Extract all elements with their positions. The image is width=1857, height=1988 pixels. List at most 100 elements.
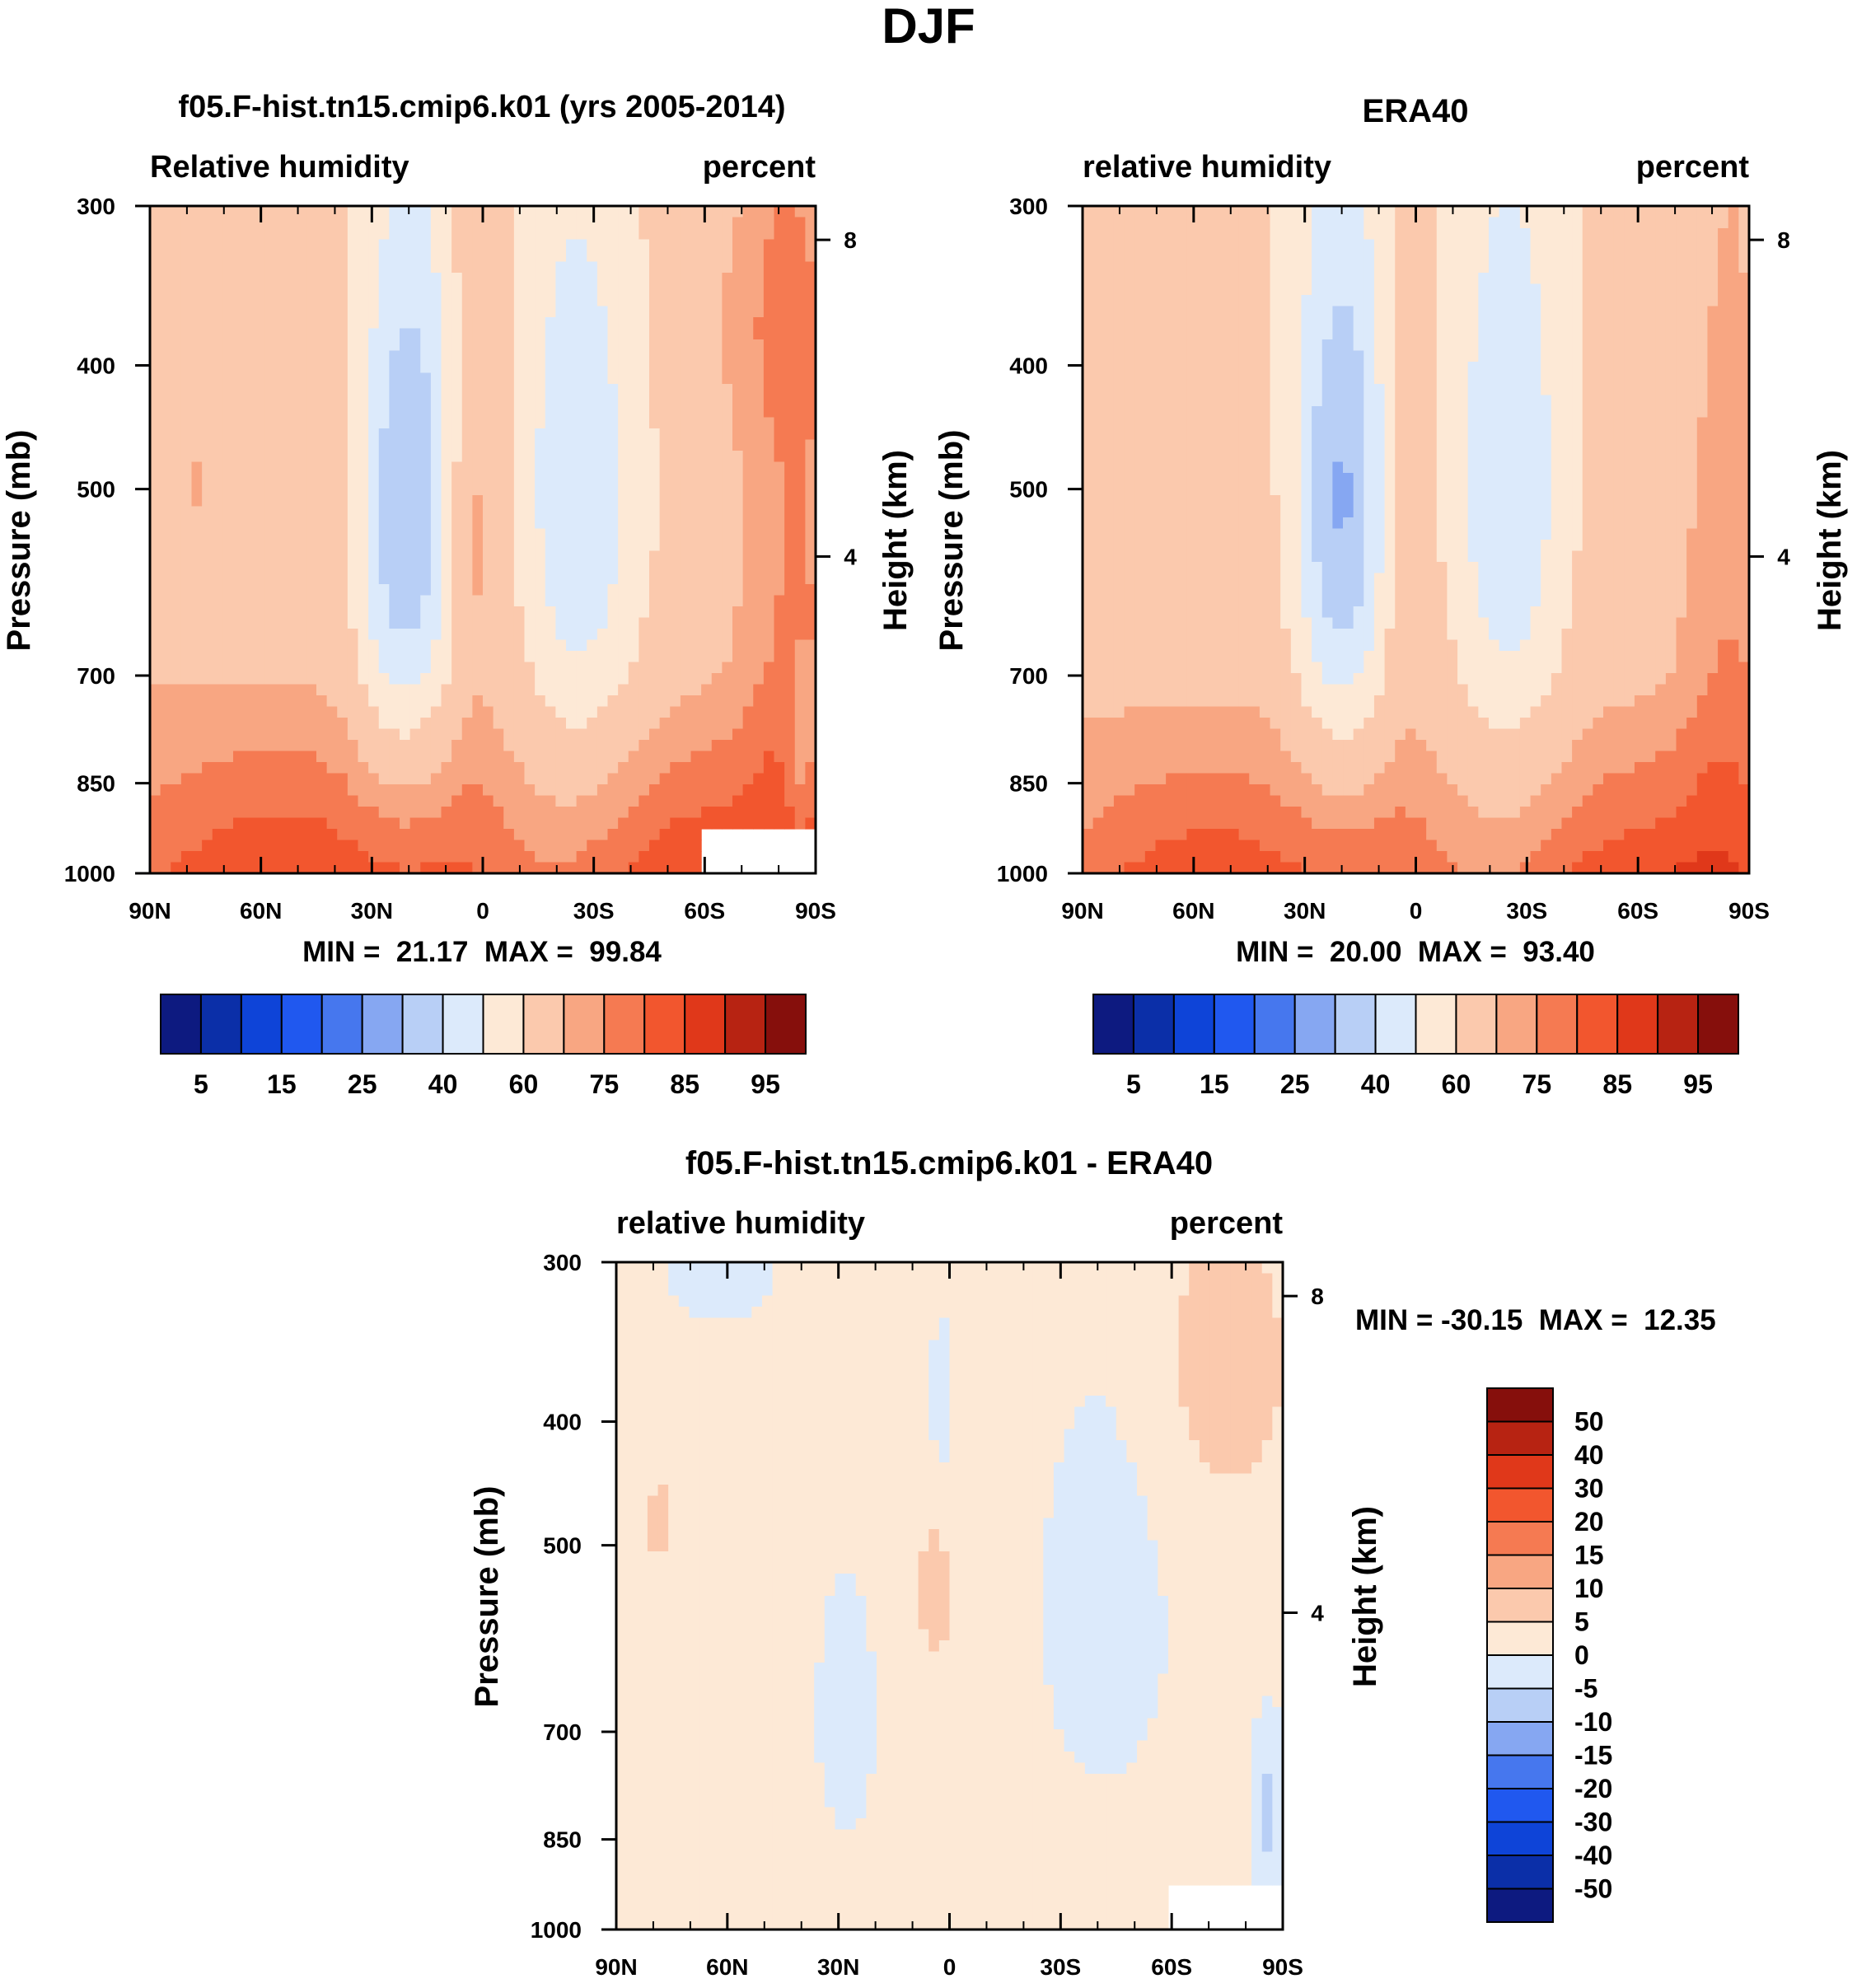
- colorbar-swatch: [240, 994, 283, 1055]
- min-max-stats: MIN = 20.00 MAX = 93.40: [1236, 936, 1595, 968]
- colorbar-swatch: [199, 994, 242, 1055]
- x-tick-label: 60N: [1172, 898, 1214, 924]
- y-tick-label: 850: [543, 1827, 582, 1853]
- y-tick-label: 300: [543, 1250, 582, 1275]
- y-tick-label: 300: [1009, 194, 1048, 219]
- colorbar-swatch: [1486, 1754, 1554, 1789]
- colorbar-swatch: [1415, 994, 1457, 1055]
- colorbar-swatch: [320, 994, 363, 1055]
- colorbar-swatch: [280, 994, 323, 1055]
- height-tick-label: 8: [1777, 227, 1790, 253]
- colorbar-swatch: [482, 994, 525, 1055]
- x-tick-label: 30N: [817, 1954, 859, 1980]
- y-axis-label-right: Height (km): [877, 450, 914, 631]
- x-tick-label: 90N: [1061, 898, 1103, 924]
- y-tick-label: 1000: [531, 1917, 582, 1943]
- y-tick-label: 400: [77, 353, 115, 379]
- colorbar-swatch: [684, 994, 727, 1055]
- colorbar-swatch: [643, 994, 686, 1055]
- colorbar-label: 60: [1442, 1069, 1471, 1099]
- min-max-stats: MIN = 21.17 MAX = 99.84: [302, 936, 662, 968]
- colorbar-swatch: [1657, 994, 1700, 1055]
- colorbar-swatch: [1486, 1821, 1554, 1856]
- colorbar-swatch: [1486, 1887, 1554, 1923]
- x-tick-label: 90N: [595, 1954, 637, 1980]
- colorbar-label: 40: [428, 1069, 458, 1099]
- colorbar-label: 40: [1361, 1069, 1391, 1099]
- left-label: relative humidity: [1083, 150, 1331, 185]
- x-tick-label: 60N: [706, 1954, 748, 1980]
- colorbar-swatch: [1486, 1721, 1554, 1756]
- colorbar-label: 15: [1574, 1541, 1604, 1570]
- x-tick-label: 0: [943, 1954, 957, 1980]
- colorbar-swatch: [1536, 994, 1579, 1055]
- colorbar-label: 5: [1126, 1069, 1141, 1099]
- left-label: Relative humidity: [150, 150, 409, 185]
- colorbar-swatch: [1486, 1588, 1554, 1623]
- y-tick-label: 400: [543, 1410, 582, 1435]
- colorbar-label: 75: [590, 1069, 620, 1099]
- y-axis-label-right: Height (km): [1347, 1506, 1383, 1687]
- colorbar-label: -30: [1574, 1808, 1612, 1837]
- colorbar-swatch: [1486, 1855, 1554, 1890]
- y-tick-label: 1000: [64, 861, 115, 886]
- right-label: percent: [1636, 150, 1750, 185]
- colorbar-label: -15: [1574, 1741, 1612, 1770]
- axes: 90N 60N 30N 0 30S 60S 90S 300 400 500 700 850 1000 8 4: [997, 194, 1791, 924]
- colorbar-swatch: [1616, 994, 1659, 1055]
- x-tick-label: 60N: [240, 898, 282, 924]
- min-max-stats: MIN = -30.15 MAX = 12.35: [1355, 1304, 1716, 1336]
- colorbar-swatch: [361, 994, 404, 1055]
- y-axis-label: Pressure (mb): [933, 430, 970, 652]
- height-tick-label: 4: [844, 545, 857, 570]
- colorbar-label: 85: [670, 1069, 699, 1099]
- y-tick-label: 700: [543, 1719, 582, 1745]
- height-tick-label: 4: [1311, 1601, 1324, 1626]
- y-tick-label: 1000: [997, 861, 1048, 886]
- colorbar-swatch: [1486, 1487, 1554, 1523]
- x-tick-label: 30S: [573, 898, 615, 924]
- colorbar-label: -20: [1574, 1774, 1612, 1803]
- colorbar-swatch: [1334, 994, 1377, 1055]
- x-tick-label: 30S: [1040, 1954, 1081, 1980]
- y-axis-label: Pressure (mb): [469, 1486, 505, 1708]
- colorbar-swatch: [442, 994, 484, 1055]
- colorbar-label: 30: [1574, 1474, 1604, 1504]
- colorbar-swatch: [1172, 994, 1215, 1055]
- y-tick-label: 500: [77, 477, 115, 503]
- colorbar-swatch: [1486, 1654, 1554, 1690]
- colorbar-label: 85: [1602, 1069, 1632, 1099]
- x-tick-label: 0: [1410, 898, 1423, 924]
- colorbar-swatch: [765, 994, 807, 1055]
- contour-field: [1083, 206, 1750, 874]
- colorbar-swatch: [1486, 1521, 1554, 1556]
- colorbar-swatch: [1455, 994, 1498, 1055]
- colorbar-label: 95: [1683, 1069, 1713, 1099]
- colorbar-label: 5: [194, 1069, 208, 1099]
- colorbar-swatch: [1486, 1420, 1554, 1456]
- colorbar-swatch: [1576, 994, 1619, 1055]
- y-tick-label: 300: [77, 194, 115, 219]
- colorbar-swatch: [401, 994, 444, 1055]
- x-tick-label: 90S: [1728, 898, 1770, 924]
- axes: 90N 60N 30N 0 30S 60S 90S 300 400 500 700 850 1000 8 4: [64, 194, 858, 924]
- colorbar-swatch: [1486, 1788, 1554, 1823]
- colorbar-swatch: [1486, 1454, 1554, 1490]
- colorbar: 5 15 25 40 60 75 85 95: [160, 994, 807, 1099]
- x-tick-label: 90N: [129, 898, 171, 924]
- colorbar-swatch: [1213, 994, 1256, 1055]
- height-tick-label: 8: [844, 227, 857, 253]
- colorbar-label: 95: [751, 1069, 780, 1099]
- x-tick-label: 90S: [795, 898, 836, 924]
- x-tick-label: 30S: [1506, 898, 1547, 924]
- colorbar-label: 60: [509, 1069, 539, 1099]
- height-tick-label: 4: [1777, 545, 1790, 570]
- left-label: relative humidity: [616, 1206, 865, 1241]
- height-tick-label: 8: [1311, 1284, 1324, 1309]
- panel-model: f05.F-hist.tn15.cmip6.k01 (yrs 2005-2014…: [1, 90, 914, 1099]
- figure-title: DJF: [882, 0, 975, 54]
- colorbar-swatch: [1253, 994, 1296, 1055]
- colorbar-label: 20: [1574, 1507, 1604, 1537]
- colorbar-swatch: [1495, 994, 1538, 1055]
